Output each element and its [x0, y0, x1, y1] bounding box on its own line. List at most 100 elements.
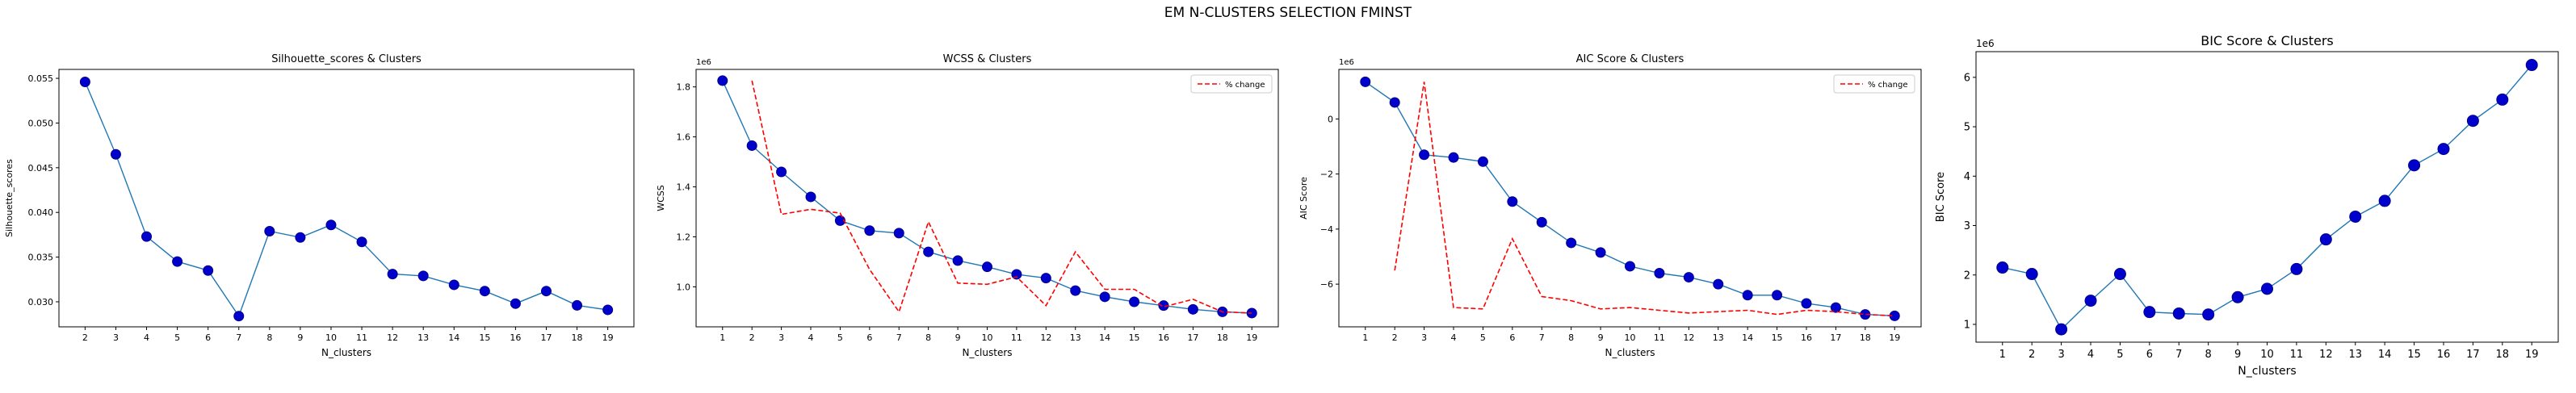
y-offset-label: 1e6	[696, 58, 711, 67]
data-point	[923, 246, 934, 257]
x-tick-label: 3	[1421, 332, 1427, 343]
data-point	[1011, 269, 1022, 280]
data-point	[2261, 282, 2273, 295]
data-point	[1625, 261, 1635, 272]
data-point	[1566, 237, 1577, 249]
y-tick-label: 0.035	[28, 253, 54, 263]
y-tick-label: −4	[1320, 224, 1333, 235]
data-point	[1742, 290, 1753, 301]
chart-title: AIC Score & Clusters	[1576, 53, 1684, 65]
data-point	[1246, 307, 1257, 319]
x-tick-label: 10	[2260, 349, 2274, 361]
data-point	[2231, 291, 2244, 303]
x-tick-label: 6	[1509, 332, 1515, 343]
x-tick-label: 16	[2437, 349, 2451, 361]
chart-title: WCSS & Clusters	[943, 53, 1032, 65]
data-point	[1996, 261, 2009, 274]
x-tick-label: 11	[2290, 349, 2304, 361]
y-tick-label: 4	[1964, 171, 1970, 183]
data-point	[141, 231, 153, 242]
x-tick-label: 2	[82, 332, 88, 343]
data-point	[233, 311, 245, 322]
data-point	[295, 232, 306, 243]
x-tick-label: 13	[1070, 332, 1081, 343]
x-tick-label: 1	[1999, 349, 2006, 361]
y-tick-label: 6	[1964, 73, 1970, 85]
y-tick-label: 1.8	[677, 82, 691, 93]
x-tick-label: 2	[1392, 332, 1398, 343]
data-point	[510, 298, 521, 309]
data-point	[1129, 296, 1140, 307]
data-point	[1595, 247, 1606, 258]
x-tick-label: 17	[1187, 332, 1198, 343]
x-tick-label: 19	[1889, 332, 1900, 343]
pct-change-line	[1394, 82, 1895, 317]
data-point	[2084, 295, 2097, 307]
x-tick-label: 5	[2117, 349, 2123, 361]
data-point	[448, 279, 459, 291]
y-tick-label: −2	[1320, 169, 1333, 180]
x-tick-label: 7	[2175, 349, 2182, 361]
x-tick-label: 9	[1598, 332, 1604, 343]
y-tick-label: 0.050	[28, 118, 54, 128]
x-tick-label: 8	[1568, 332, 1574, 343]
y-tick-label: 2	[1964, 270, 1970, 282]
data-point	[2496, 93, 2509, 106]
data-point	[893, 228, 904, 239]
data-point	[717, 75, 728, 86]
data-point	[2349, 210, 2362, 223]
x-tick-label: 18	[1860, 332, 1871, 343]
x-axis-label: N_clusters	[1605, 347, 1655, 358]
y-tick-label: 1.4	[677, 182, 691, 193]
data-point	[1507, 196, 1518, 207]
axes-frame	[1975, 51, 2559, 343]
x-tick-label: 1	[720, 332, 725, 343]
x-tick-label: 2	[2028, 349, 2035, 361]
y-axis-label: Silhouette_scores	[4, 159, 15, 237]
x-tick-label: 7	[896, 332, 902, 343]
x-tick-label: 8	[925, 332, 931, 343]
data-point	[982, 261, 992, 273]
x-tick-label: 4	[2087, 349, 2094, 361]
y-axis-label: AIC Score	[1298, 177, 1309, 219]
data-point	[864, 225, 875, 236]
x-tick-label: 11	[356, 332, 367, 343]
y-tick-label: 1.6	[677, 132, 691, 143]
y-tick-label: 0.045	[28, 163, 54, 174]
x-tick-label: 19	[2525, 349, 2539, 361]
data-point	[2378, 194, 2391, 207]
data-point	[572, 299, 583, 311]
x-tick-label: 10	[982, 332, 993, 343]
x-tick-label: 5	[837, 332, 843, 343]
data-point	[479, 286, 490, 297]
data-point	[1419, 149, 1430, 161]
x-tick-label: 19	[1246, 332, 1257, 343]
x-tick-label: 7	[1539, 332, 1545, 343]
data-point	[356, 236, 367, 248]
data-point	[417, 270, 429, 282]
y-tick-label: 1.0	[677, 282, 691, 292]
data-point	[2319, 233, 2332, 246]
x-tick-label: 12	[1683, 332, 1694, 343]
data-point	[1070, 285, 1081, 296]
data-point	[325, 219, 337, 231]
x-tick-label: 16	[510, 332, 521, 343]
data-point	[1099, 291, 1110, 303]
x-tick-label: 17	[540, 332, 552, 343]
x-tick-label: 7	[236, 332, 241, 343]
x-tick-label: 5	[174, 332, 180, 343]
legend-box	[1190, 74, 1273, 94]
x-tick-label: 6	[2146, 349, 2153, 361]
y-tick-label: 3	[1964, 220, 1970, 232]
data-point	[1187, 303, 1198, 315]
data-point	[172, 256, 183, 267]
x-tick-label: 17	[2466, 349, 2480, 361]
x-tick-label: 4	[1451, 332, 1457, 343]
x-tick-label: 9	[955, 332, 961, 343]
x-tick-label: 8	[266, 332, 272, 343]
x-tick-label: 9	[297, 332, 303, 343]
x-tick-label: 3	[2058, 349, 2064, 361]
data-point	[2143, 306, 2156, 319]
data-point	[2290, 262, 2303, 275]
